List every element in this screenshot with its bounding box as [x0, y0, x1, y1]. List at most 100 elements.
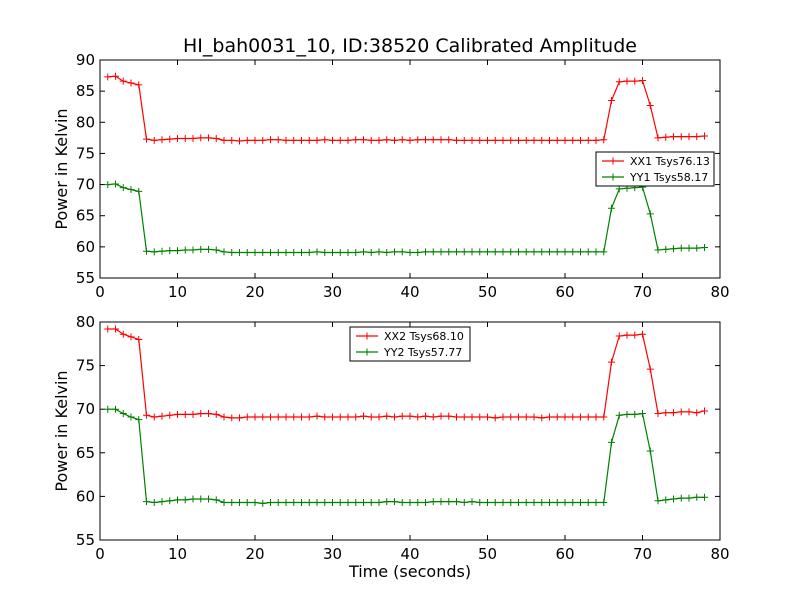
bottom-data-point [143, 411, 150, 419]
top-data-point [282, 248, 290, 256]
top-data-point [468, 136, 476, 144]
bottom-data-point [367, 413, 375, 421]
top-data-point [429, 248, 437, 256]
bottom-data-point [243, 413, 251, 421]
top-x-tick-label: 0 [95, 283, 105, 301]
top-data-point [561, 248, 569, 256]
top-data-point [135, 187, 143, 195]
top-data-point [701, 243, 708, 251]
bottom-data-point [174, 410, 181, 418]
bottom-data-point [701, 493, 708, 501]
top-data-point [228, 136, 236, 144]
top-data-point [592, 248, 600, 256]
bottom-data-point [569, 413, 577, 421]
top-data-point [584, 248, 592, 256]
bottom-data-point [259, 413, 267, 421]
top-data-point [670, 245, 677, 253]
top-data-point [259, 136, 267, 144]
bottom-data-point [143, 498, 150, 506]
bottom-data-point [205, 410, 212, 418]
top-data-point [499, 136, 507, 144]
top-data-point [251, 136, 259, 144]
top-data-point [561, 136, 569, 144]
top-legend-box [595, 151, 715, 187]
bottom-data-point [274, 499, 282, 507]
bottom-data-point [631, 410, 639, 418]
top-data-point [701, 132, 708, 140]
bottom-data-point [654, 497, 662, 505]
bottom-data-point [546, 413, 553, 421]
top-axis-tick-labels: 0 10 20 30 40 50 60 70 80 55 60 65 70 75 80 85 90 [76, 51, 730, 301]
bottom-data-point [484, 499, 491, 507]
bottom-data-point [205, 495, 212, 503]
top-data-point [375, 248, 383, 256]
top-data-point [507, 136, 515, 144]
bottom-data-point [236, 414, 243, 422]
top-data-point [104, 181, 112, 189]
top-data-point [298, 248, 305, 256]
top-data-point [112, 180, 119, 188]
bottom-data-point [251, 413, 259, 421]
bottom-data-point [267, 413, 274, 421]
bottom-data-point [631, 331, 639, 339]
bottom-data-point [298, 499, 305, 507]
bottom-data-point [592, 413, 600, 421]
top-y-tick-label: 65 [76, 207, 95, 225]
bottom-data-point [546, 499, 553, 507]
bottom-data-point [577, 413, 584, 421]
top-data-point [522, 136, 530, 144]
top-data-point [538, 136, 546, 144]
top-data-point [484, 136, 491, 144]
top-data-point [406, 248, 414, 256]
bottom-data-point [352, 413, 360, 421]
bottom-data-point [639, 410, 646, 418]
top-data-point [476, 248, 484, 256]
bottom-data-point [491, 499, 499, 507]
top-data-point [127, 79, 135, 87]
bottom-data-point [677, 494, 685, 502]
bottom-data-point [437, 498, 445, 506]
bottom-data-point [693, 493, 701, 501]
top-data-point [677, 133, 685, 141]
bottom-data-point [274, 413, 282, 421]
bottom-data-point [499, 499, 507, 507]
top-data-point [515, 136, 522, 144]
top-data-point [460, 136, 468, 144]
bottom-data-point [429, 498, 437, 506]
top-data-point [391, 248, 398, 256]
top-data-point [212, 134, 220, 142]
bottom-data-point [445, 412, 453, 420]
top-data-point [181, 246, 189, 254]
top-data-point [267, 248, 274, 256]
bottom-data-point [391, 498, 398, 506]
top-data-point [104, 73, 112, 81]
bottom-data-point [639, 330, 646, 338]
bottom-y-tick-label: 70 [76, 400, 95, 418]
bottom-data-point [243, 499, 251, 507]
top-data-point [298, 136, 305, 144]
top-data-point [670, 133, 677, 141]
bottom-data-point [414, 499, 422, 507]
bottom-data-point [406, 412, 414, 420]
top-y-tick-label: 80 [76, 113, 95, 131]
bottom-x-tick-label: 40 [400, 545, 419, 563]
bottom-x-axis-label: Time (seconds) [348, 562, 471, 581]
bottom-data-point [445, 498, 453, 506]
bottom-data-point [507, 413, 515, 421]
top-data-point [569, 136, 577, 144]
top-data-point [127, 186, 135, 194]
bottom-data-point [259, 499, 267, 507]
top-data-point [677, 244, 685, 252]
top-data-point [274, 136, 282, 144]
bottom-data-point [104, 325, 112, 333]
top-data-point [615, 78, 623, 86]
top-data-point [553, 248, 561, 256]
bottom-data-point [119, 330, 127, 338]
bottom-data-point [119, 410, 127, 418]
bottom-data-point [267, 499, 274, 507]
bottom-data-point [468, 498, 476, 506]
top-legend-marker [609, 157, 617, 165]
top-data-point [174, 247, 181, 255]
bottom-data-point [321, 413, 329, 421]
bottom-data-point [693, 409, 701, 417]
